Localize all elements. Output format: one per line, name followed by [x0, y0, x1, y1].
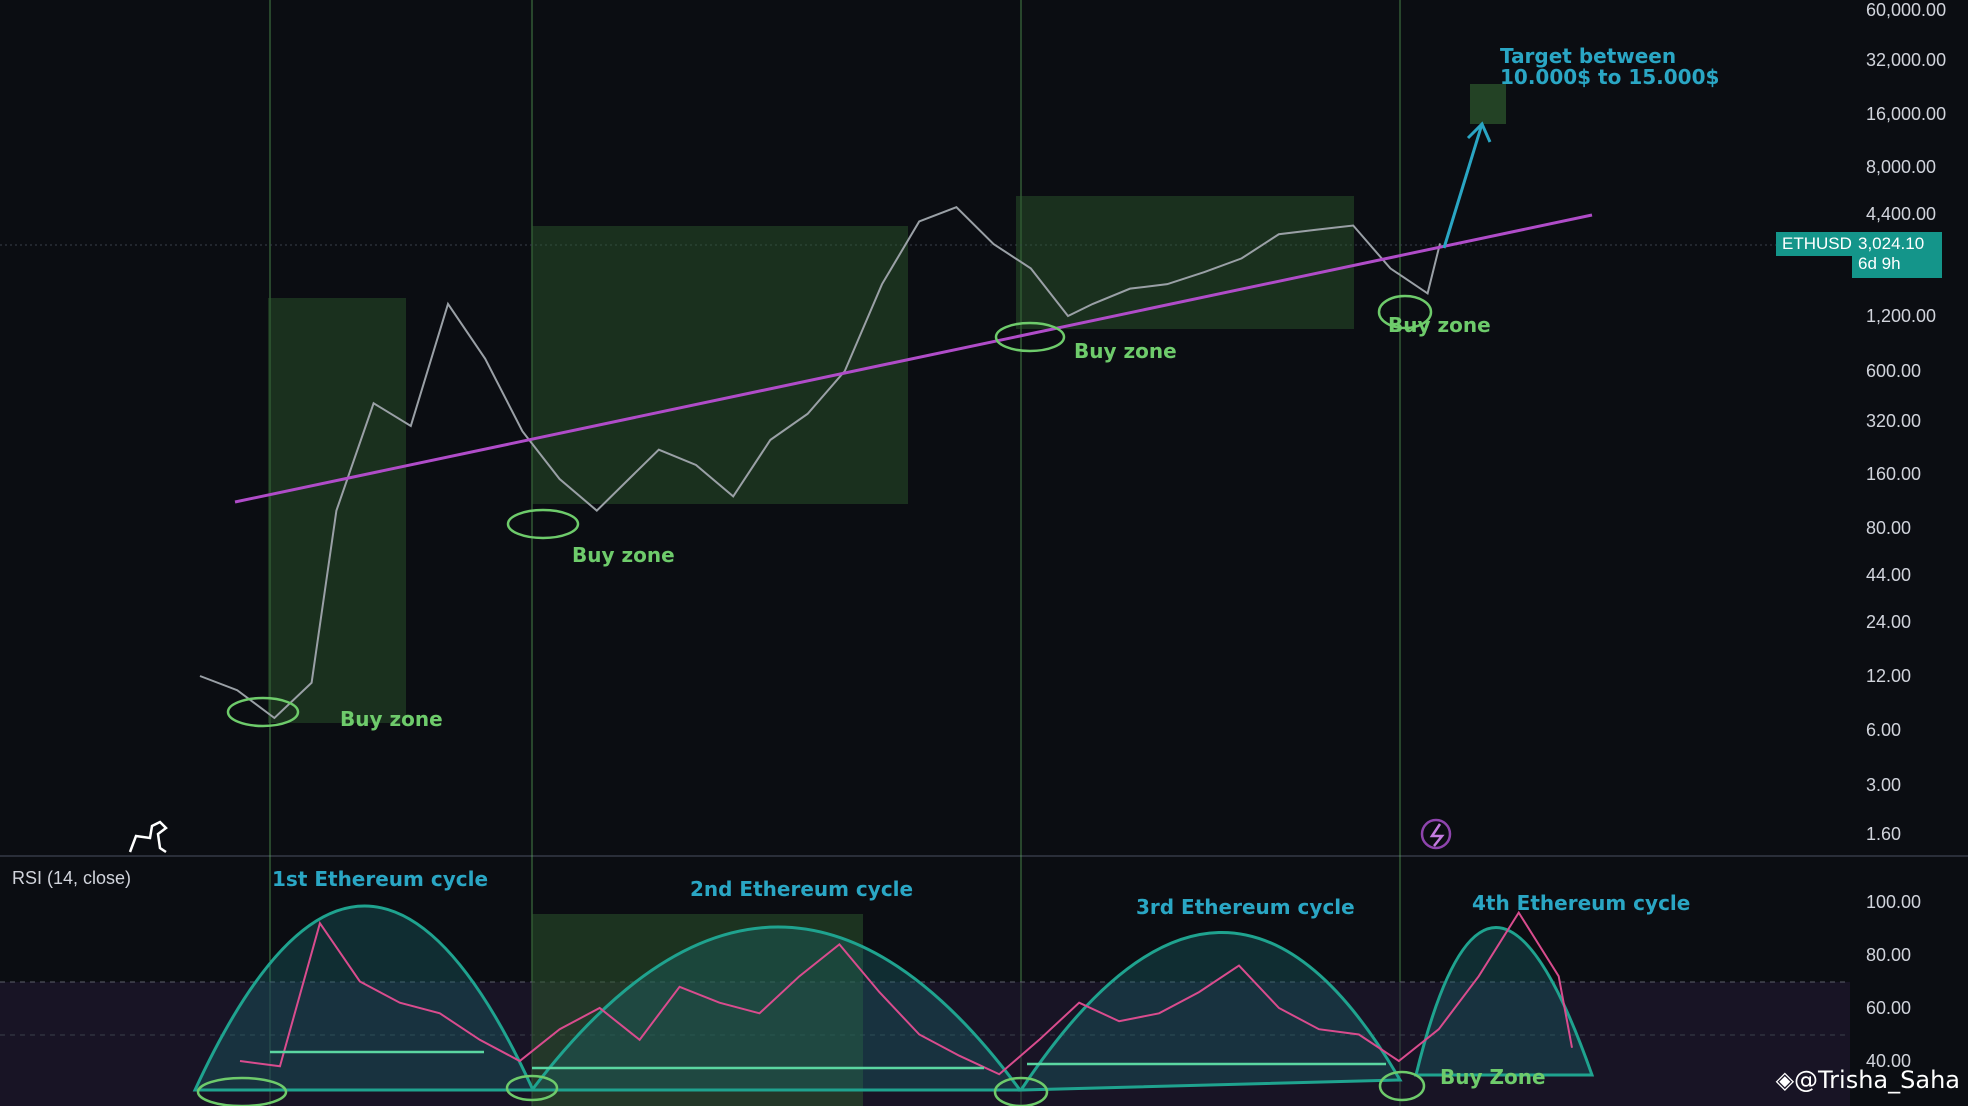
rsi-series [239, 910, 1573, 1076]
rsi-support-lines [270, 1050, 1386, 1070]
target-arrow-icon [1442, 121, 1492, 249]
rsi-title: RSI (14, close) [12, 868, 132, 888]
target-label-line-1: Target between [1500, 44, 1676, 68]
price-tick-label: 80.00 [1866, 518, 1911, 538]
target-box [1470, 84, 1506, 124]
buy-zone-label: Buy zone [572, 543, 675, 567]
price-tick-label: 160.00 [1866, 464, 1921, 484]
price-tick-label: 4,400.00 [1866, 204, 1936, 224]
dino-icon [128, 820, 168, 854]
cycle-box-2 [532, 226, 908, 504]
target-label-line-2: 10.000$ to 15.000$ [1500, 65, 1719, 89]
cycle-arc-4 [1414, 926, 1595, 1077]
symbol-tag[interactable]: ETHUSD [1776, 232, 1858, 256]
cycle-label-2: 2nd Ethereum cycle [690, 877, 913, 901]
price-tick-label: 1.60 [1866, 824, 1901, 844]
price-tick-label: 32,000.00 [1866, 50, 1946, 70]
cycle-label-3: 3rd Ethereum cycle [1136, 895, 1355, 919]
rsi-ellipses [196, 1070, 1426, 1106]
last-price-tag: 3,024.10 6d 9h [1852, 232, 1942, 278]
price-tick-label: 12.00 [1866, 666, 1911, 686]
price-tick-label: 320.00 [1866, 411, 1921, 431]
buy-ellipse [994, 321, 1066, 353]
rsi-tick-label: 40.00 [1866, 1051, 1911, 1071]
buy-ellipses [226, 294, 1433, 728]
cycle-box-3 [1016, 196, 1354, 329]
rsi-tick-label: 80.00 [1866, 945, 1911, 965]
price-tick-label: 3.00 [1866, 775, 1901, 795]
rsi-axis: 100.00 80.00 60.00 40.00 [1866, 892, 1921, 1071]
last-price: 3,024.10 [1858, 234, 1925, 253]
buy-zone-label: Buy zone [1388, 313, 1491, 337]
countdown: 6d 9h [1858, 254, 1901, 273]
cycle-label-1: 1st Ethereum cycle [272, 867, 488, 891]
rsi-buy-zone-label: Buy Zone [1440, 1065, 1546, 1089]
price-tick-label: 8,000.00 [1866, 157, 1936, 177]
buy-ellipse [1377, 294, 1433, 330]
rsi-band [0, 982, 1850, 1106]
watermark: ◈@Trisha_Saha [1775, 1066, 1960, 1094]
cycle-label-4: 4th Ethereum cycle [1472, 891, 1690, 915]
buy-zone-label: Buy zone [340, 707, 443, 731]
price-tick-label: 1,200.00 [1866, 306, 1936, 326]
cycle-arc-1 [192, 904, 536, 1092]
cycle-vertical-lines [269, 0, 1401, 1106]
price-tick-label: 16,000.00 [1866, 104, 1946, 124]
price-tick-label: 60,000.00 [1866, 0, 1946, 20]
cycle-arcs [192, 904, 1595, 1092]
cycle-arc-3 [1018, 931, 1403, 1092]
rsi-tick-label: 100.00 [1866, 892, 1921, 912]
lightning-icon[interactable] [1420, 818, 1452, 850]
buy-ellipse [226, 696, 300, 728]
price-tick-label: 24.00 [1866, 612, 1911, 632]
buy-ellipse [506, 508, 580, 540]
price-tick-label: 44.00 [1866, 565, 1911, 585]
cycle-arc-2 [528, 925, 1023, 1092]
rsi-tick-label: 60.00 [1866, 998, 1911, 1018]
price-line-series [199, 205, 1441, 720]
buy-zone-boxes [268, 196, 1354, 723]
price-series [199, 205, 1441, 720]
buy-zone-label: Buy zone [1074, 339, 1177, 363]
trend-line [234, 213, 1593, 504]
price-tick-label: 6.00 [1866, 720, 1901, 740]
price-tick-label: 600.00 [1866, 361, 1921, 381]
price-axis: 60,000.00 32,000.00 16,000.00 8,000.00 4,400… [1866, 0, 1946, 844]
